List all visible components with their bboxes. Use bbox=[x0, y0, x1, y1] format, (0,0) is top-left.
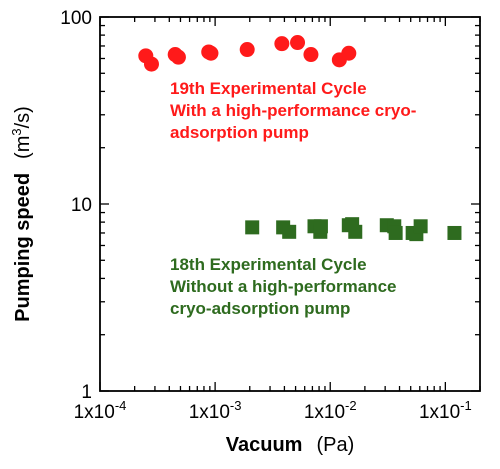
data-point bbox=[341, 45, 357, 61]
annotation-line: With a high-performance cryo- bbox=[170, 101, 416, 120]
tick-labels: 1x10-4 1x10-3 1x10-2 1x10-1 1 10 100 bbox=[60, 8, 471, 423]
data-point bbox=[274, 36, 290, 52]
y-axis-unit-base: (m bbox=[12, 136, 34, 159]
x-axis-unit: (Pa) bbox=[316, 434, 354, 456]
data-marks bbox=[138, 35, 462, 242]
series-0 bbox=[138, 35, 357, 72]
x-tick-label: 1x10-3 bbox=[189, 398, 242, 423]
axis-ticks bbox=[99, 16, 481, 392]
annotation-line: Without a high-performance bbox=[170, 277, 397, 296]
y-axis-unit-sup: 3 bbox=[9, 128, 24, 135]
x-tick-label: 1x10-2 bbox=[304, 398, 357, 423]
data-point bbox=[290, 35, 306, 51]
annotations: 19th Experimental Cycle With a high-perfo… bbox=[170, 79, 416, 318]
data-point bbox=[413, 219, 428, 234]
data-point bbox=[447, 225, 462, 240]
x-axis-title: Vacuum (Pa) bbox=[226, 434, 355, 456]
y-tick-label: 10 bbox=[71, 195, 92, 216]
annotation-1: 18th Experimental Cycle Without a high-pe… bbox=[170, 255, 397, 318]
y-axis-label: Pumping speed bbox=[12, 173, 34, 322]
x-tick-label: 1x10-1 bbox=[419, 398, 472, 423]
y-axis-unit-tail: /s) bbox=[12, 106, 34, 128]
data-point bbox=[239, 42, 255, 58]
data-point bbox=[388, 225, 403, 240]
x-tick-label: 1x10-4 bbox=[74, 398, 127, 423]
data-point bbox=[143, 56, 159, 72]
data-point bbox=[313, 219, 328, 234]
data-point bbox=[303, 47, 319, 63]
data-point bbox=[170, 49, 186, 65]
annotation-line: 18th Experimental Cycle bbox=[170, 255, 367, 274]
y-axis-title: Pumping speed (m3/s) bbox=[9, 106, 34, 322]
data-point bbox=[203, 45, 219, 61]
data-point bbox=[282, 224, 297, 239]
annotation-line: cryo-adsorption pump bbox=[170, 299, 350, 318]
y-tick-label: 100 bbox=[60, 8, 92, 29]
annotation-line: 19th Experimental Cycle bbox=[170, 79, 367, 98]
x-axis-label: Vacuum bbox=[226, 434, 303, 456]
series-1 bbox=[245, 217, 462, 242]
plot-frame bbox=[99, 16, 481, 392]
y-tick-label: 1 bbox=[81, 382, 92, 403]
annotation-line: adsorption pump bbox=[170, 123, 309, 142]
annotation-0: 19th Experimental Cycle With a high-perfo… bbox=[170, 79, 416, 142]
data-point bbox=[348, 224, 363, 239]
data-point bbox=[245, 220, 260, 235]
